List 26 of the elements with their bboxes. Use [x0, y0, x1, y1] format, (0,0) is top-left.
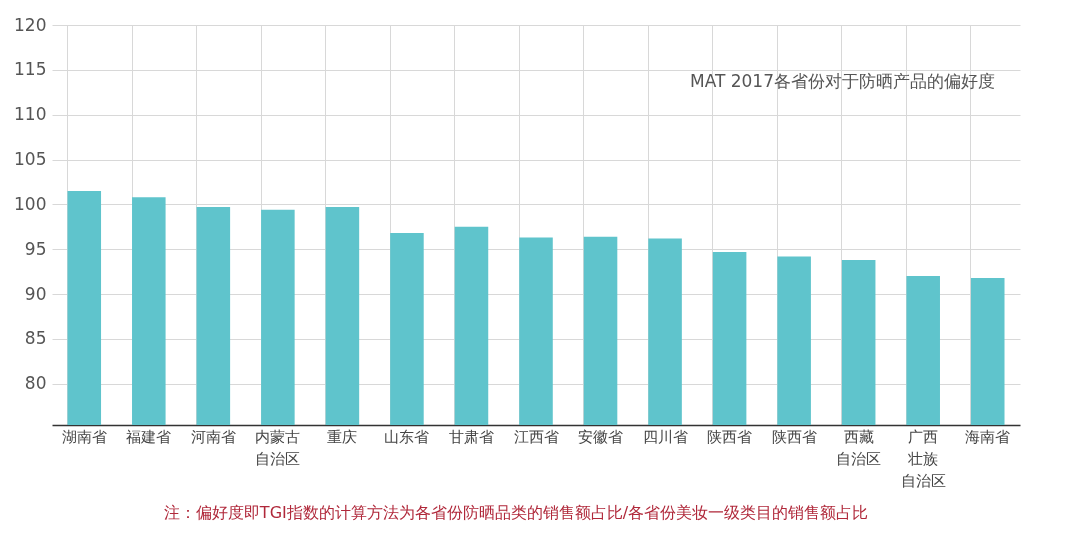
y-tick-label: 80: [24, 373, 47, 394]
y-tick-label: 95: [24, 238, 47, 259]
y-tick-label: 105: [14, 149, 47, 170]
text: MAT 2017各省份对于防晒产品的偏好度: [689, 71, 995, 91]
x-tick-label: 河南省: [190, 427, 236, 446]
x-tick-label: 湖南省: [61, 427, 107, 446]
x-tick-label: 重庆: [327, 427, 358, 446]
x-tick-label: 广西壮族自治区: [900, 427, 946, 490]
x-tick-label: 山东省: [384, 427, 430, 446]
x-tick-label: 海南省: [965, 427, 1011, 446]
text: 注：偏好度即TGI指数的计算方法为各省份防晒品类的销售额占比/各省份美妆一级类目的销售额占比: [163, 503, 869, 522]
y-tick-label: 85: [24, 328, 47, 349]
x-tick-label: 陕西省: [707, 427, 753, 446]
x-tick-label: 陕西省: [771, 427, 817, 446]
x-tick-label: 甘肃省: [448, 427, 494, 446]
y-tick-label: 100: [14, 193, 47, 214]
x-tick-label: 四川省: [642, 427, 688, 446]
x-tick-label: 福建省: [126, 427, 172, 446]
x-tick-label: 西藏自治区: [836, 427, 882, 468]
y-tick-label: 120: [14, 14, 47, 35]
x-tick-label: 江西省: [513, 427, 559, 446]
x-tick-label: 安徽省: [578, 427, 624, 446]
y-tick-label: 90: [24, 283, 47, 304]
x-tick-label: 内蒙古自治区: [255, 427, 301, 468]
y-tick-label: 115: [14, 59, 47, 80]
y-tick-label: 110: [14, 104, 47, 125]
